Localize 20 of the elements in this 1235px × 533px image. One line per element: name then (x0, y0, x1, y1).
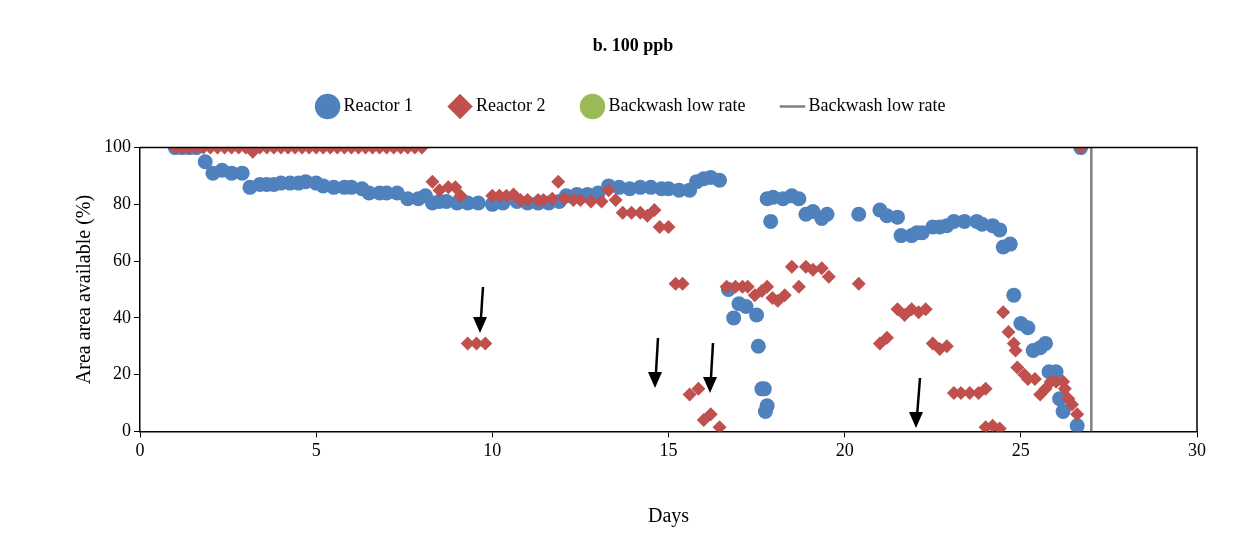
x-tick-label: 25 (1011, 439, 1030, 460)
legend-label: Reactor 1 (343, 95, 414, 116)
y-tick-label: 80 (113, 193, 131, 214)
chart-title: b. 100 ppb (592, 35, 674, 56)
legend-label: Backwash low rate (808, 95, 946, 116)
x-tick-label: 20 (835, 439, 854, 460)
legend-label: Backwash low rate (608, 95, 746, 116)
y-tick-label: 100 (104, 136, 131, 157)
y-tick-label: 20 (113, 363, 131, 384)
x-tick-label: 5 (311, 439, 321, 460)
y-tick-label: 60 (113, 249, 131, 270)
x-tick-label: 0 (135, 439, 145, 460)
x-tick-label: 30 (1188, 439, 1206, 460)
y-tick-label: 40 (113, 306, 131, 327)
y-axis-title: Area area available (%) (72, 194, 96, 385)
legend-label: Reactor 2 (476, 95, 546, 116)
x-tick-label: 15 (659, 439, 678, 460)
x-axis-title: Days (647, 504, 690, 528)
x-tick-label: 10 (483, 439, 502, 460)
y-tick-label: 0 (122, 420, 131, 441)
